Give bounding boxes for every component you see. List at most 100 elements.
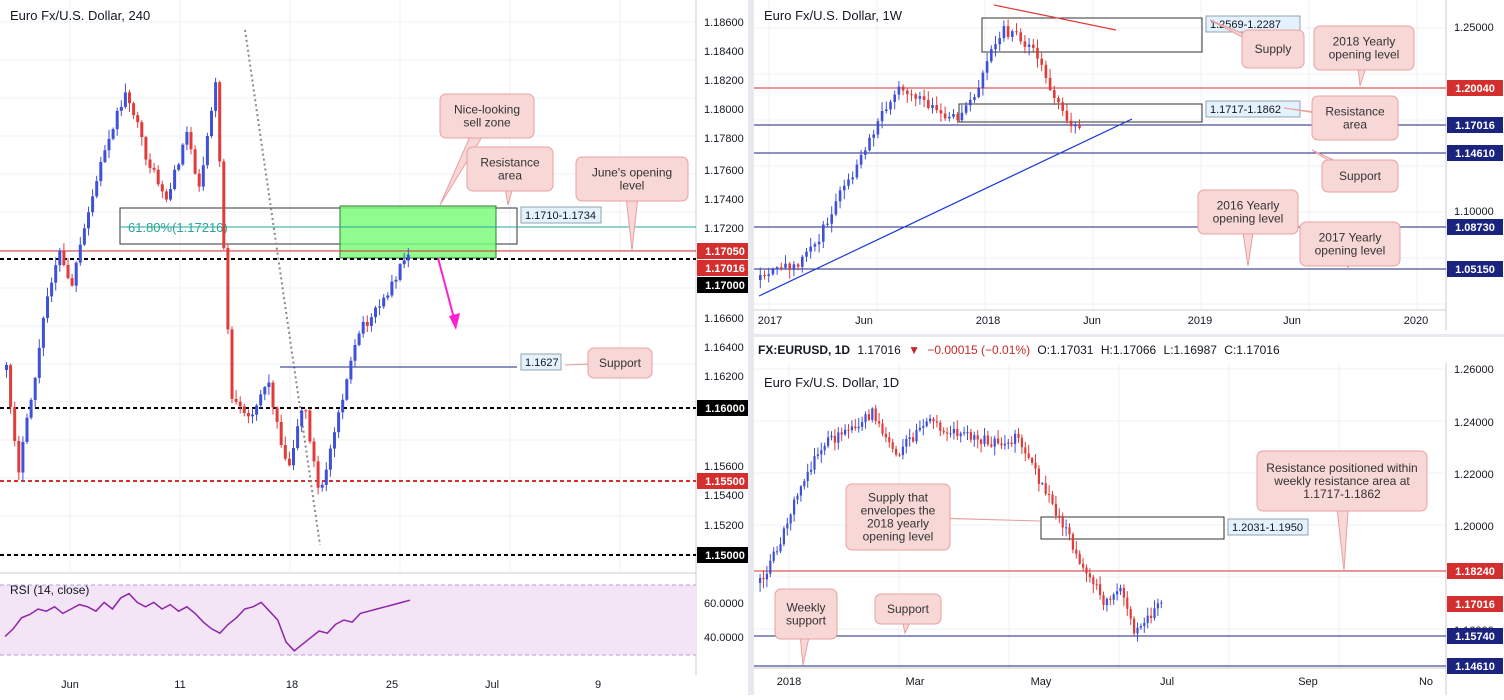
y-tick-label: 1.20000 (1454, 521, 1494, 533)
weekly-chart-panel[interactable]: Euro Fx/U.S. Dollar, 1W 1.25000 1.10000 201… (754, 0, 1504, 334)
level-badge: 1.15000 (705, 550, 745, 562)
daily-chart-panel[interactable]: Euro Fx/U.S. Dollar, 1D 1.26000 1.24000 1.2… (754, 363, 1504, 695)
weekly-candle (847, 179, 850, 186)
daily-candle (779, 544, 782, 552)
h4-candle (320, 484, 324, 488)
y-tick-label: 1.17800 (704, 133, 744, 145)
level-badge: 1.17016 (705, 263, 745, 275)
daily-candle (864, 414, 867, 423)
daily-candle (881, 423, 884, 434)
weekly-candle (826, 223, 829, 225)
weekly-candle (943, 113, 947, 119)
last-price: 1.17016 (857, 343, 901, 357)
weekly-candle (834, 201, 838, 215)
level-badge-bg (697, 277, 753, 293)
h4-candle (156, 169, 160, 185)
daily-candle (959, 433, 962, 437)
weekly-candle (922, 96, 926, 100)
daily-candle (949, 433, 952, 435)
weekly-candle (1027, 44, 1031, 47)
daily-candle (769, 560, 772, 574)
daily-candle (986, 435, 989, 445)
rsi-tick: 40.0000 (704, 632, 744, 644)
weekly-candle (784, 263, 787, 268)
weekly-candle (1015, 31, 1018, 33)
daily-candle (861, 422, 864, 427)
weekly-candle (918, 96, 922, 99)
h4-candle (292, 448, 295, 466)
y-tick-label: 1.17600 (704, 165, 744, 177)
h4-candle (300, 410, 304, 427)
daily-candle (1068, 527, 1071, 535)
h4-candle (173, 169, 177, 190)
callout-weekly-support-text: Weekly (786, 601, 825, 615)
daily-candle (918, 427, 921, 431)
h4-candle (263, 387, 267, 395)
daily-candle (786, 523, 789, 529)
sell-zone (339, 205, 497, 259)
daily-candle (1051, 494, 1054, 504)
weekly-candle (796, 264, 800, 267)
h4-candle (37, 347, 41, 378)
h4-candle (78, 244, 82, 263)
weekly-candle (1019, 32, 1022, 42)
daily-candle (871, 408, 874, 420)
x-tick-label: Jun (1283, 315, 1301, 327)
chart-title: Euro Fx/U.S. Dollar, 1D (764, 375, 899, 390)
h4-candle (275, 407, 279, 422)
daily-candle (990, 444, 993, 447)
weekly-candle (1078, 125, 1081, 128)
y-tick-label: 1.22000 (1454, 469, 1494, 481)
daily-candle (946, 432, 949, 434)
daily-chart[interactable]: Euro Fx/U.S. Dollar, 1D 1.26000 1.24000 1.2… (754, 363, 1504, 695)
daily-candle (1082, 563, 1085, 568)
zone-label-bg (1205, 100, 1301, 118)
weekly-candle (822, 224, 825, 242)
x-tick-label: 25 (386, 679, 398, 691)
callout-support-box (874, 593, 942, 625)
x-tick-label: 2018 (777, 676, 801, 688)
daily-candle (1054, 503, 1057, 516)
weekly-candle (880, 110, 884, 122)
daily-candle (813, 456, 816, 470)
h4-candle (226, 248, 230, 330)
level-badge-bg (697, 243, 753, 259)
weekly-candle (859, 154, 863, 165)
h4-candle (123, 92, 127, 107)
callout-resistance-weekly-text: 1.1717-1.1862 (1303, 487, 1381, 501)
weekly-candle (906, 90, 909, 95)
callout-supply-text: Supply (1255, 42, 1292, 56)
h4-candle (29, 399, 33, 418)
h4-candle (95, 181, 99, 197)
x-tick-label: Jul (1160, 676, 1174, 688)
h4-candle (25, 417, 29, 442)
weekly-chart[interactable]: Euro Fx/U.S. Dollar, 1W 1.25000 1.10000 201… (754, 0, 1504, 334)
daily-candle (1088, 573, 1091, 578)
panel-divider[interactable] (748, 0, 754, 695)
callout-2016-yearly-text: 2016 Yearly (1217, 199, 1280, 213)
daily-candle (837, 432, 840, 443)
h4-candle (296, 426, 300, 449)
h4-candle (230, 329, 234, 399)
daily-candle (823, 445, 826, 451)
h4-candle (345, 379, 349, 400)
h4-candle (74, 262, 78, 286)
callout-resistance-area-box (466, 146, 554, 192)
daily-candle (1150, 615, 1153, 619)
h4-chart[interactable]: Euro Fx/U.S. Dollar, 240 1.18600 1.18400 1.… (0, 0, 753, 695)
daily-candle (1048, 493, 1051, 495)
daily-candle (776, 551, 779, 553)
h4-chart-panel[interactable]: Euro Fx/U.S. Dollar, 240 1.18600 1.18400 1.… (0, 0, 753, 695)
callout-supply-yearly-text: opening level (863, 530, 934, 544)
callout-sell-zone-text: Nice-looking (454, 103, 520, 117)
daily-candle (1031, 457, 1034, 463)
h4-candle (333, 432, 336, 449)
h4-candle (87, 212, 90, 229)
callout-2017-yearly-box (1299, 221, 1401, 267)
weekly-candle (864, 150, 867, 155)
callout-2018-yearly-text: 2018 Yearly (1333, 35, 1396, 49)
chart-title: Euro Fx/U.S. Dollar, 1W (764, 8, 903, 23)
h4-candle (353, 344, 357, 361)
weekly-candle (1044, 64, 1048, 78)
daily-candle (1156, 603, 1159, 609)
